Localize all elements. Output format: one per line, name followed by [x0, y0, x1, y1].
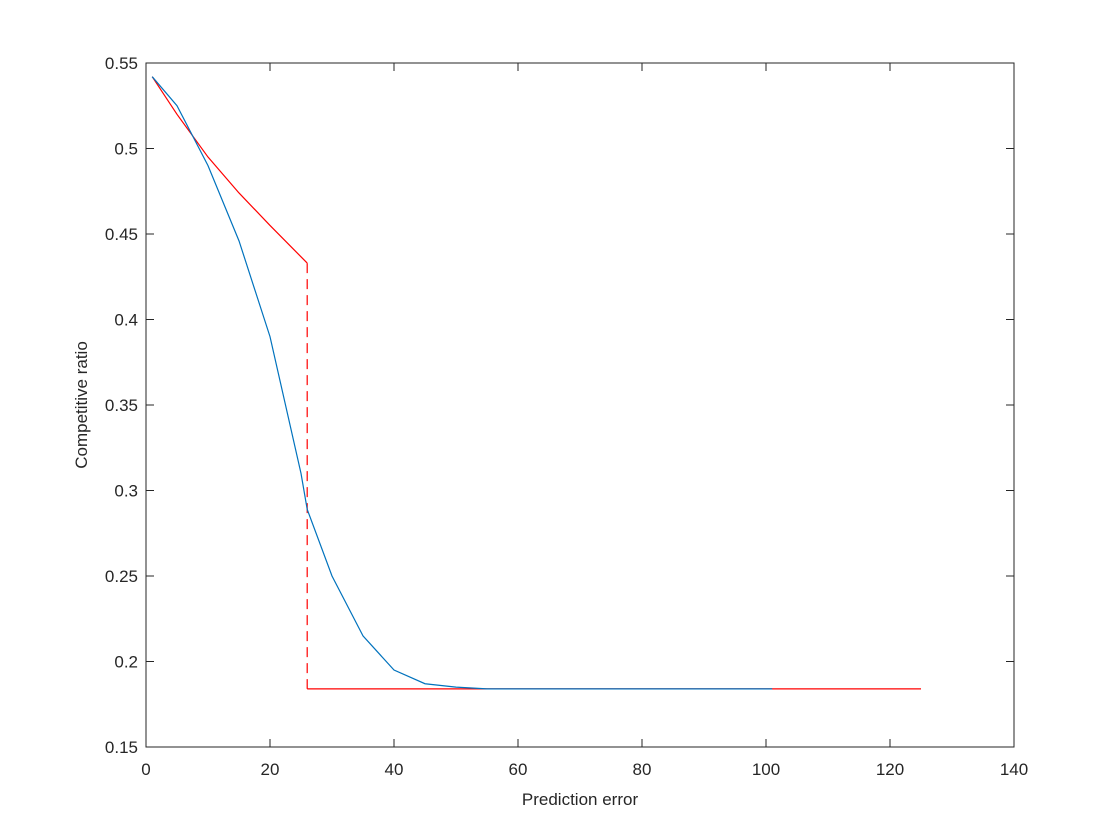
x-tick-label: 100	[752, 760, 780, 779]
y-tick-label: 0.15	[105, 738, 138, 757]
x-tick-label: 0	[141, 760, 150, 779]
y-tick-label: 0.45	[105, 225, 138, 244]
y-tick-label: 0.25	[105, 567, 138, 586]
y-tick-label: 0.55	[105, 54, 138, 73]
line-series	[151, 76, 308, 264]
line-series	[151, 76, 773, 690]
x-tick-label: 60	[509, 760, 528, 779]
x-tick-label: 80	[633, 760, 652, 779]
x-tick-label: 140	[1000, 760, 1028, 779]
x-tick-label: 40	[385, 760, 404, 779]
y-axis-label: Competitive ratio	[72, 341, 91, 469]
y-tick-label: 0.35	[105, 396, 138, 415]
x-tick-label: 20	[261, 760, 280, 779]
x-tick-label: 120	[876, 760, 904, 779]
y-tick-label: 0.4	[114, 311, 138, 330]
y-tick-label: 0.5	[114, 140, 138, 159]
y-tick-label: 0.2	[114, 653, 138, 672]
x-axis-label: Prediction error	[522, 790, 639, 809]
y-tick-label: 0.3	[114, 482, 138, 501]
